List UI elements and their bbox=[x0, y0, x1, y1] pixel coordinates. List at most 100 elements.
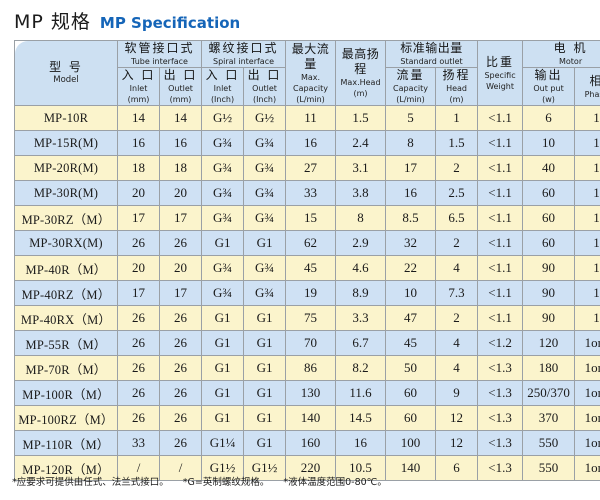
cell-spiral-outlet: G½ bbox=[243, 105, 287, 131]
cell-tube-inlet: 26 bbox=[117, 380, 160, 406]
header-spiral-inlet-en: Inlet bbox=[213, 84, 232, 93]
cell-std-capacity: 45 bbox=[385, 330, 437, 356]
cell-max-head: 4.6 bbox=[335, 255, 387, 281]
cell-max-capacity: 16 bbox=[285, 130, 337, 156]
cell-tube-inlet: 14 bbox=[117, 105, 160, 131]
cell-model: MP-10R bbox=[14, 105, 118, 131]
cell-tube-inlet: 20 bbox=[117, 180, 160, 206]
header-spiral-inlet: 入 口 Inlet (Inch) bbox=[201, 67, 245, 106]
cell-model: MP-30RX(M) bbox=[14, 230, 118, 256]
header-spiral-outlet: 出 口 Outlet (Inch) bbox=[243, 67, 287, 106]
cell-tube-inlet: 18 bbox=[117, 155, 160, 181]
cell-max-head: 3.1 bbox=[335, 155, 387, 181]
cell-specific-weight: <1.3 bbox=[477, 380, 524, 406]
cell-max-capacity: 27 bbox=[285, 155, 337, 181]
page-title-en: MP Specification bbox=[99, 14, 241, 32]
cell-model: MP-70R（M） bbox=[14, 355, 118, 381]
cell-tube-outlet: 26 bbox=[158, 430, 203, 456]
cell-std-capacity: 16 bbox=[385, 180, 437, 206]
cell-motor-phase: 1or3 bbox=[574, 380, 600, 406]
cell-spiral-outlet: G1½ bbox=[243, 455, 287, 481]
cell-spiral-inlet: G¾ bbox=[201, 255, 245, 281]
cell-model: MP-100R（M） bbox=[14, 380, 118, 406]
cell-motor-phase: 1 bbox=[574, 305, 600, 331]
footnote-2: *G=英制螺纹规格。 bbox=[182, 477, 270, 488]
cell-std-head: 6 bbox=[435, 455, 479, 481]
cell-specific-weight: <1.1 bbox=[477, 205, 524, 231]
header-std-head-en: Head bbox=[446, 84, 467, 93]
header-spiral-interface-en: Spiral interface bbox=[213, 57, 275, 66]
header-motor: 电 机 Motor bbox=[522, 40, 600, 68]
cell-motor-phase: 1or3 bbox=[574, 455, 600, 481]
cell-specific-weight: <1.1 bbox=[477, 280, 524, 306]
header-spiral-inlet-cn: 入 口 bbox=[205, 68, 240, 82]
cell-max-head: 2.9 bbox=[335, 230, 387, 256]
cell-specific-weight: <1.3 bbox=[477, 455, 524, 481]
header-spiral-interface: 螺纹接口式 Spiral interface bbox=[201, 40, 287, 68]
cell-tube-outlet: 26 bbox=[158, 305, 203, 331]
cell-specific-weight: <1.1 bbox=[477, 230, 524, 256]
header-tube-interface-cn: 软管接口式 bbox=[124, 41, 195, 55]
cell-spiral-inlet: G¾ bbox=[201, 280, 245, 306]
header-std-capacity-en: Capacity bbox=[393, 84, 429, 93]
cell-tube-inlet: 26 bbox=[117, 230, 160, 256]
cell-spiral-outlet: G¾ bbox=[243, 180, 287, 206]
cell-model: MP-30RZ（M） bbox=[14, 205, 118, 231]
header-model: 型 号 Model bbox=[14, 40, 118, 106]
header-motor-phase-en: Phase bbox=[584, 89, 600, 99]
cell-spiral-outlet: G¾ bbox=[243, 130, 287, 156]
header-row-bottom: 入 口 Inlet (mm) 出 口 Outlet (mm) bbox=[15, 67, 600, 106]
cell-motor-phase: 1 bbox=[574, 205, 600, 231]
header-motor-output-cn: 输出 bbox=[534, 68, 563, 82]
header-standard-outlet: 标准输出量 Standard outlet bbox=[385, 40, 479, 68]
header-spiral-outlet-en: Outlet bbox=[252, 84, 277, 93]
cell-tube-outlet: 26 bbox=[158, 380, 203, 406]
cell-tube-outlet: 26 bbox=[158, 230, 203, 256]
cell-spiral-inlet: G1 bbox=[201, 230, 245, 256]
cell-motor-output: 6 bbox=[522, 105, 576, 131]
table-row: MP-20R(M) 18 18 G¾ G¾ 27 3.1 17 2 <1.1 40 1 bbox=[14, 155, 600, 181]
cell-specific-weight: <1.3 bbox=[477, 405, 524, 431]
cell-spiral-outlet: G1 bbox=[243, 380, 287, 406]
cell-tube-inlet: 33 bbox=[117, 430, 160, 456]
header-motor-cn: 电 机 bbox=[553, 41, 588, 55]
cell-tube-outlet: / bbox=[158, 455, 203, 481]
page-title-cn: MP 规格 bbox=[14, 11, 91, 33]
cell-tube-outlet: 20 bbox=[158, 180, 203, 206]
header-spiral-inlet-unit: (Inch) bbox=[210, 95, 235, 104]
header-max-capacity-unit: (L/min) bbox=[296, 94, 325, 104]
cell-spiral-inlet: G¾ bbox=[201, 155, 245, 181]
header-max-capacity-en: Max. Capacity bbox=[293, 72, 329, 93]
cell-motor-output: 180 bbox=[522, 355, 576, 381]
cell-std-head: 12 bbox=[435, 405, 479, 431]
cell-spiral-inlet: G1 bbox=[201, 305, 245, 331]
table-row: MP-10R 14 14 G½ G½ 11 1.5 5 1 <1.1 6 1 bbox=[14, 105, 600, 131]
table-row: MP-100RZ（M） 26 26 G1 G1 140 14.5 60 12 <1.3 370 1or… bbox=[14, 405, 600, 431]
cell-motor-phase: 1 bbox=[574, 280, 600, 306]
cell-model: MP-15R(M) bbox=[14, 130, 118, 156]
cell-motor-phase: 1or3 bbox=[574, 355, 600, 381]
header-spiral-outlet-cn: 出 口 bbox=[247, 68, 282, 82]
cell-model: MP-30R(M) bbox=[14, 180, 118, 206]
header-standard-outlet-cn: 标准输出量 bbox=[400, 41, 463, 55]
cell-max-head: 11.6 bbox=[335, 380, 387, 406]
cell-std-capacity: 8.5 bbox=[385, 205, 437, 231]
cell-specific-weight: <1.1 bbox=[477, 255, 524, 281]
cell-model: MP-40RX（M） bbox=[14, 305, 118, 331]
cell-tube-outlet: 26 bbox=[158, 355, 203, 381]
header-tube-outlet-en: Outlet bbox=[168, 84, 193, 93]
cell-max-capacity: 220 bbox=[285, 455, 337, 481]
cell-max-capacity: 160 bbox=[285, 430, 337, 456]
cell-model: MP-40RZ（M） bbox=[14, 280, 118, 306]
cell-tube-inlet: 26 bbox=[117, 305, 160, 331]
cell-motor-output: 250/370 bbox=[522, 380, 576, 406]
cell-motor-phase: 1or3 bbox=[574, 430, 600, 456]
cell-std-capacity: 60 bbox=[385, 405, 437, 431]
cell-std-head: 2 bbox=[435, 155, 479, 181]
header-motor-phase-cn: 相 bbox=[589, 73, 600, 88]
header-tube-inlet-cn: 入 口 bbox=[121, 68, 156, 82]
cell-max-capacity: 19 bbox=[285, 280, 337, 306]
header-std-head: 扬程 Head (m) bbox=[435, 67, 479, 106]
cell-max-capacity: 62 bbox=[285, 230, 337, 256]
